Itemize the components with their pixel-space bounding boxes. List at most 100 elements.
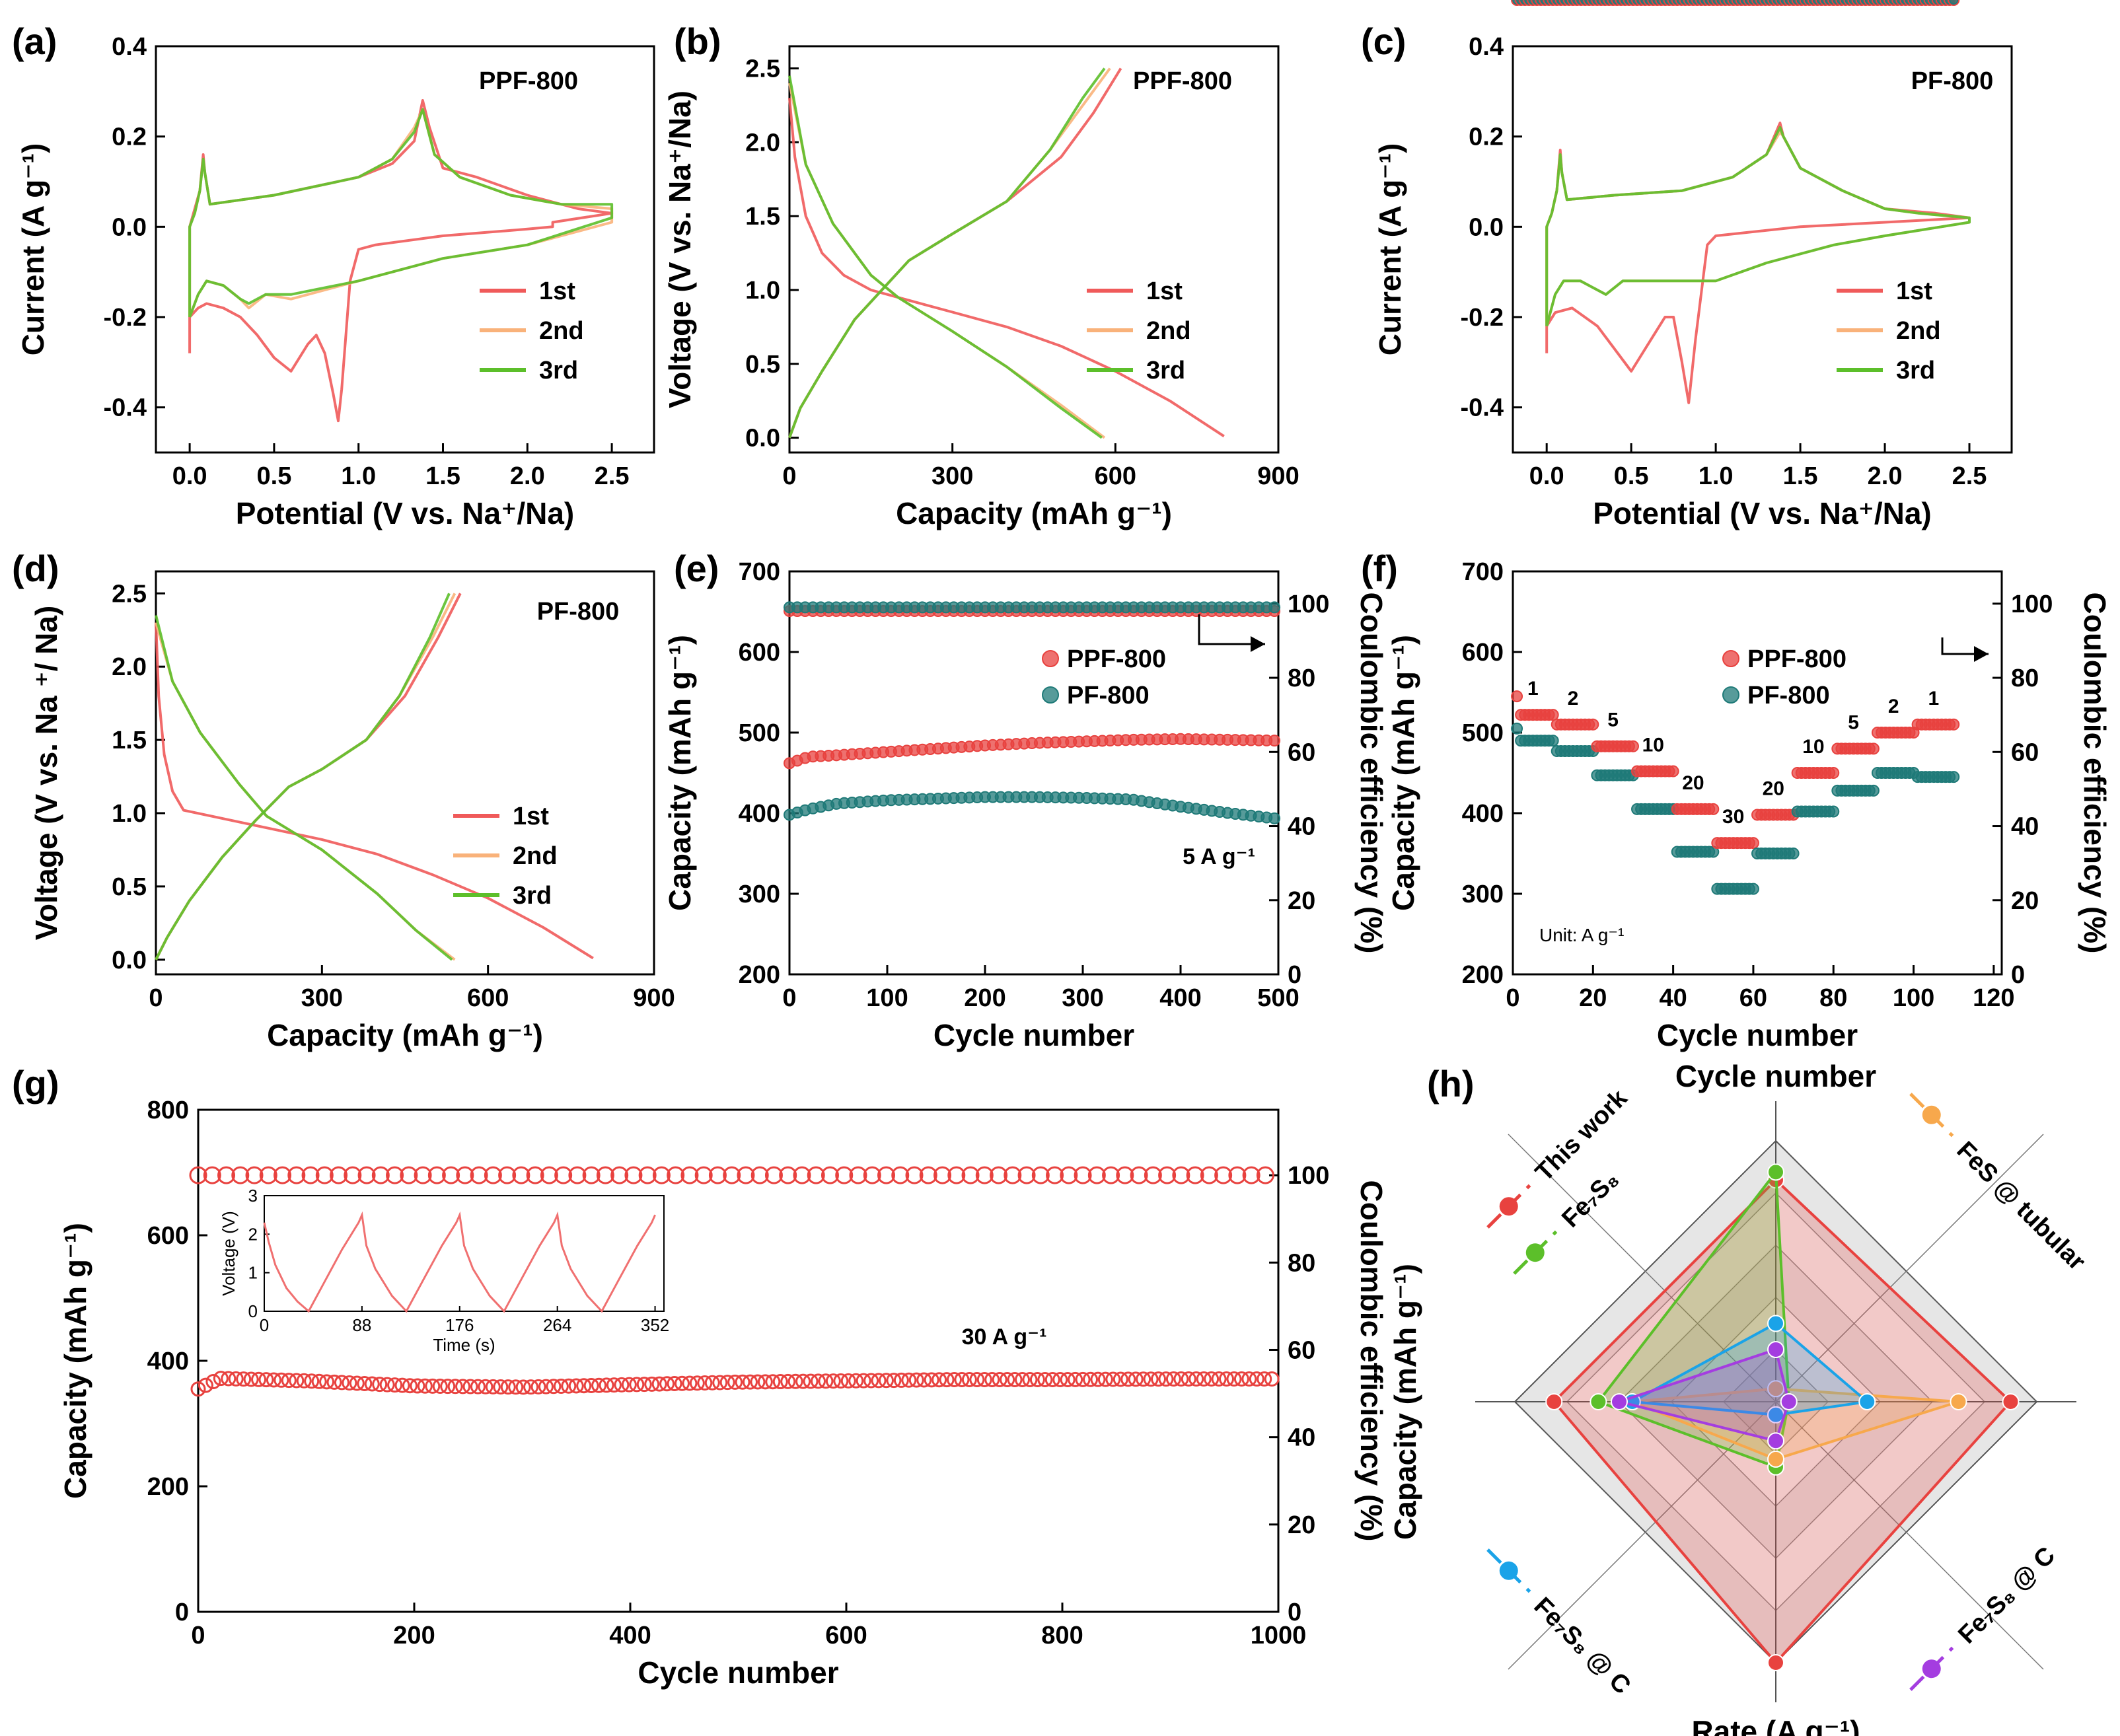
- inset-y-tick-label: 0: [248, 1301, 258, 1321]
- radar-series-point: [1950, 1393, 1967, 1410]
- data-point-f: [1667, 765, 1679, 778]
- data-point-g-ce: [498, 1166, 517, 1184]
- y2-tick-label-e: 0: [1288, 961, 1301, 989]
- x-tick-label-e: 500: [1257, 984, 1299, 1012]
- panel-label-h: (h): [1427, 1063, 1475, 1104]
- data-point-g-capacity: [1143, 1371, 1159, 1387]
- x-tick-label-a: 1.0: [341, 462, 376, 490]
- y-tick-label-f: 300: [1462, 881, 1504, 908]
- data-point-f: [1787, 848, 1800, 859]
- data-point-g-ce: [737, 1166, 755, 1184]
- rate-note-g: 30 A g⁻¹: [962, 1324, 1047, 1350]
- y-axis-title-g: Capacity (mAh g⁻¹): [58, 1223, 92, 1499]
- data-point-g-capacity: [311, 1373, 327, 1389]
- data-point-g-capacity: [1128, 1371, 1144, 1387]
- data-point-f: [1707, 803, 1720, 815]
- plot-frame-e: [788, 570, 1280, 976]
- data-point-g-capacity: [795, 1373, 811, 1389]
- data-point-g-capacity: [833, 1373, 849, 1389]
- data-point-g-capacity: [485, 1379, 501, 1394]
- data-point-g-capacity: [606, 1377, 622, 1393]
- radar-legend-entry: This work: [1486, 1084, 1633, 1229]
- data-point-g-capacity: [1249, 1371, 1264, 1387]
- data-point-g-ce: [203, 1166, 221, 1184]
- data-point-g-capacity: [372, 1377, 388, 1392]
- x-tick-label-a: 0.5: [257, 462, 292, 490]
- x-axis-title-e: Cycle number: [933, 1018, 1134, 1052]
- data-point-g-capacity: [1233, 1371, 1249, 1387]
- rate-label-f: 1: [1527, 678, 1539, 700]
- radar-series-point: [1767, 1380, 1784, 1398]
- data-point-g-capacity: [447, 1379, 463, 1394]
- radar-legend-marker: [1922, 1659, 1941, 1679]
- data-point-g-ce: [708, 1166, 727, 1184]
- y-tick-label-d: 1.0: [112, 800, 147, 828]
- radar-series-point: [1767, 1315, 1784, 1332]
- data-point-g-capacity: [1044, 1372, 1060, 1387]
- legend-label-f: PPF-800: [1747, 645, 1846, 673]
- data-point-g-capacity: [901, 1372, 917, 1388]
- data-point-g-capacity: [1029, 1372, 1045, 1387]
- data-point-g-capacity: [757, 1374, 773, 1390]
- data-point-g-capacity: [1060, 1371, 1076, 1387]
- y-tick-label-g: 200: [147, 1473, 189, 1501]
- data-point-g-capacity: [546, 1379, 562, 1394]
- data-point-g-capacity: [198, 1377, 213, 1393]
- inset-y-tick-label: 3: [248, 1186, 258, 1206]
- axes-e: 0 100 200 300 400 500200300400500600700Cycle …: [663, 558, 1389, 1052]
- data-point-g-ce: [1102, 1166, 1120, 1184]
- radar-legend-entry: Fe₇S₈: [1513, 1165, 1625, 1275]
- x-tick-label-e: 300: [1062, 984, 1103, 1012]
- data-point-g-capacity: [334, 1375, 349, 1391]
- data-point-g-capacity: [1090, 1371, 1106, 1387]
- data-point-g-ce: [245, 1166, 264, 1184]
- data-point-g-capacity: [674, 1375, 690, 1391]
- radar-legend-entry: Fe₇S₈ @ C: [1486, 1548, 1636, 1700]
- data-point-g-capacity: [1007, 1372, 1023, 1387]
- radar-diagonal: [1508, 1134, 1776, 1402]
- y-axis-title-f: Capacity (mAh g⁻¹): [1386, 635, 1420, 911]
- data-point-f: [1948, 771, 1960, 783]
- y-tick-label-a: 0.2: [112, 124, 147, 151]
- y-tick-label-f: 200: [1462, 961, 1504, 989]
- x-tick-label-c: 2.5: [1952, 462, 1987, 490]
- data-point-g-capacity: [1219, 1371, 1235, 1387]
- data-point-g-capacity: [326, 1374, 342, 1390]
- data-point-f: [1627, 740, 1639, 752]
- data-point-g-capacity: [364, 1376, 380, 1392]
- data-point-g-capacity: [394, 1377, 410, 1393]
- y-tick-label-a: 0.4: [112, 33, 147, 61]
- x-axis-title-d: Capacity (mAh g⁻¹): [267, 1018, 543, 1052]
- x-tick-label-c: 0.5: [1614, 462, 1649, 490]
- data-point-g-capacity: [780, 1373, 796, 1389]
- y2-tick-label-e: 100: [1288, 591, 1329, 618]
- rate-label-f: 20: [1763, 778, 1784, 799]
- data-point-g-capacity: [251, 1371, 267, 1387]
- y2-tick-label-g: 0: [1288, 1599, 1301, 1626]
- data-point-g-ce: [877, 1166, 895, 1184]
- data-point-g-ce: [274, 1166, 292, 1184]
- y2-tick-label-g: 40: [1288, 1424, 1315, 1452]
- y2-axis-title-e: Coulombic efficiency (%): [1354, 593, 1389, 954]
- data-point-g-capacity: [1204, 1371, 1220, 1387]
- y-axis-title-c: Current (A g⁻¹): [1373, 143, 1407, 356]
- y-tick-label-c: 0.0: [1469, 213, 1504, 241]
- data-point-g-capacity: [1158, 1371, 1174, 1387]
- data-point-f: [1827, 767, 1840, 779]
- y-tick-label-f: 400: [1462, 800, 1504, 828]
- x-tick-label-a: 2.0: [510, 462, 545, 490]
- radar-series-point: [1545, 1393, 1563, 1410]
- data-point-f: [1948, 718, 1960, 731]
- data-point-g-capacity: [727, 1374, 743, 1390]
- data-point-g-capacity: [387, 1377, 403, 1393]
- y-tick-label-b: 1.0: [745, 277, 780, 305]
- data-point-g-capacity: [1173, 1371, 1189, 1387]
- y-tick-label-e: 700: [739, 558, 780, 586]
- x-tick-label-b: 0: [782, 462, 796, 490]
- data-point-f: [1867, 742, 1880, 755]
- data-point-g-ce: [821, 1166, 839, 1184]
- y-tick-label-b: 0.0: [745, 425, 780, 452]
- data-point-g-ce: [231, 1166, 250, 1184]
- axis-arrowhead-e: [1251, 636, 1265, 652]
- data-point-g-ce: [357, 1166, 376, 1184]
